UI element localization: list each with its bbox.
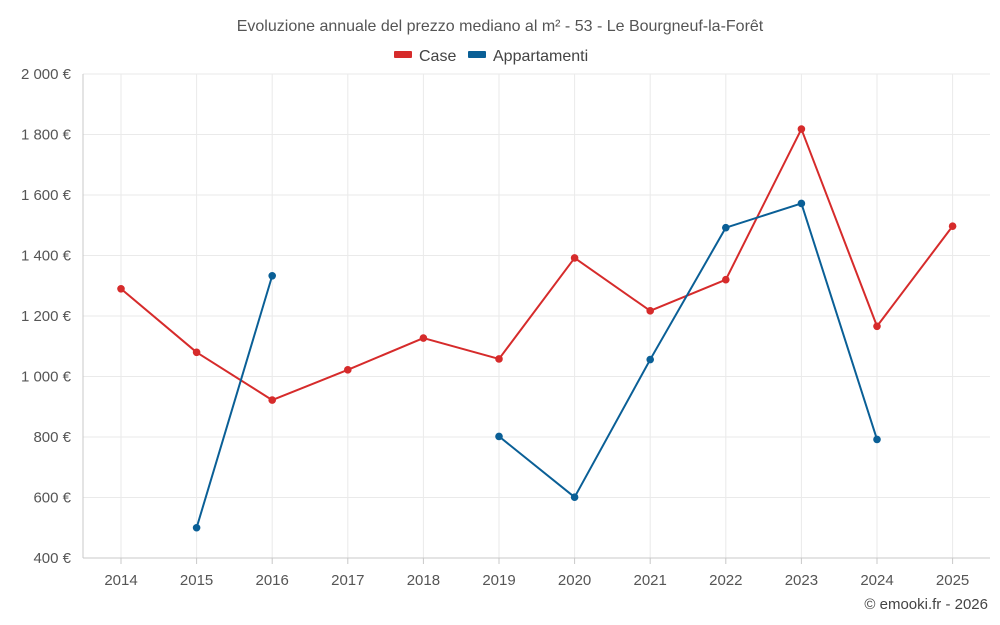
- data-point-case[interactable]: [873, 322, 881, 331]
- legend-swatch-appartamenti: [468, 51, 486, 58]
- data-point-appartamenti[interactable]: [797, 199, 806, 208]
- x-tick-label: 2025: [936, 572, 969, 589]
- y-tick-label: 1 600 €: [21, 187, 72, 204]
- data-point-case[interactable]: [797, 125, 806, 133]
- data-point-case[interactable]: [948, 222, 957, 230]
- x-tick-label: 2018: [407, 572, 440, 589]
- data-point-appartamenti[interactable]: [192, 523, 201, 532]
- data-point-case[interactable]: [570, 254, 579, 262]
- y-tick-label: 2 000 €: [21, 66, 72, 83]
- series: [117, 125, 957, 532]
- series-case: [117, 125, 957, 404]
- y-axis-ticks: 2 000 € 1 800 € 1 600 € 1 400 € 1 200 € 1 000…: [21, 66, 72, 567]
- data-point-case[interactable]: [344, 366, 352, 374]
- x-tick-label: 2021: [634, 572, 667, 589]
- x-tick-label: 2019: [482, 572, 515, 589]
- x-tick-label: 2022: [709, 572, 742, 589]
- x-tick-label: 2015: [180, 572, 213, 589]
- y-tick-label: 400 €: [33, 550, 71, 567]
- data-point-case[interactable]: [192, 348, 201, 357]
- data-point-appartamenti[interactable]: [570, 493, 579, 501]
- x-tick-label: 2014: [104, 572, 137, 589]
- data-point-case[interactable]: [495, 355, 503, 363]
- x-tick-label: 2017: [331, 572, 364, 589]
- data-point-case[interactable]: [117, 284, 125, 293]
- data-point-appartamenti[interactable]: [722, 223, 730, 232]
- data-point-case[interactable]: [419, 334, 428, 342]
- legend: Case Appartamenti: [394, 48, 588, 65]
- data-point-appartamenti[interactable]: [873, 435, 881, 444]
- data-point-appartamenti[interactable]: [495, 432, 503, 441]
- y-tick-label: 1 400 €: [21, 248, 72, 265]
- axes: [82, 74, 990, 564]
- series-line-appartamenti: [498, 202, 878, 499]
- data-point-appartamenti[interactable]: [268, 271, 277, 280]
- legend-item-appartamenti[interactable]: Appartamenti: [468, 48, 588, 65]
- x-tick-label: 2024: [860, 572, 893, 589]
- chart-title: Evoluzione annuale del prezzo mediano al…: [237, 18, 764, 35]
- data-point-case[interactable]: [646, 307, 654, 315]
- credit-text: © emooki.fr - 2026: [864, 596, 988, 613]
- legend-label-case: Case: [419, 48, 456, 65]
- y-tick-label: 800 €: [33, 429, 71, 446]
- legend-swatch-case: [394, 51, 412, 58]
- grid: [83, 73, 990, 558]
- x-axis-ticks: 2014 2015 2016 2017 2018 2019 2020 2021 2022 2023…: [104, 572, 969, 589]
- series-line-case: [120, 128, 954, 402]
- x-tick-label: 2016: [256, 572, 289, 589]
- legend-label-appartamenti: Appartamenti: [493, 48, 588, 65]
- series-line-appartamenti: [195, 275, 274, 529]
- legend-item-case[interactable]: Case: [394, 48, 456, 65]
- x-tick-label: 2023: [785, 572, 818, 589]
- x-tick-label: 2020: [558, 572, 591, 589]
- data-point-case[interactable]: [268, 396, 277, 404]
- y-tick-label: 1 200 €: [21, 308, 72, 325]
- y-tick-label: 1 800 €: [21, 127, 72, 144]
- data-point-case[interactable]: [722, 275, 730, 284]
- y-tick-label: 600 €: [33, 490, 71, 507]
- series-appartamenti: [192, 199, 881, 532]
- data-point-appartamenti[interactable]: [646, 355, 654, 364]
- y-tick-label: 1 000 €: [21, 369, 72, 386]
